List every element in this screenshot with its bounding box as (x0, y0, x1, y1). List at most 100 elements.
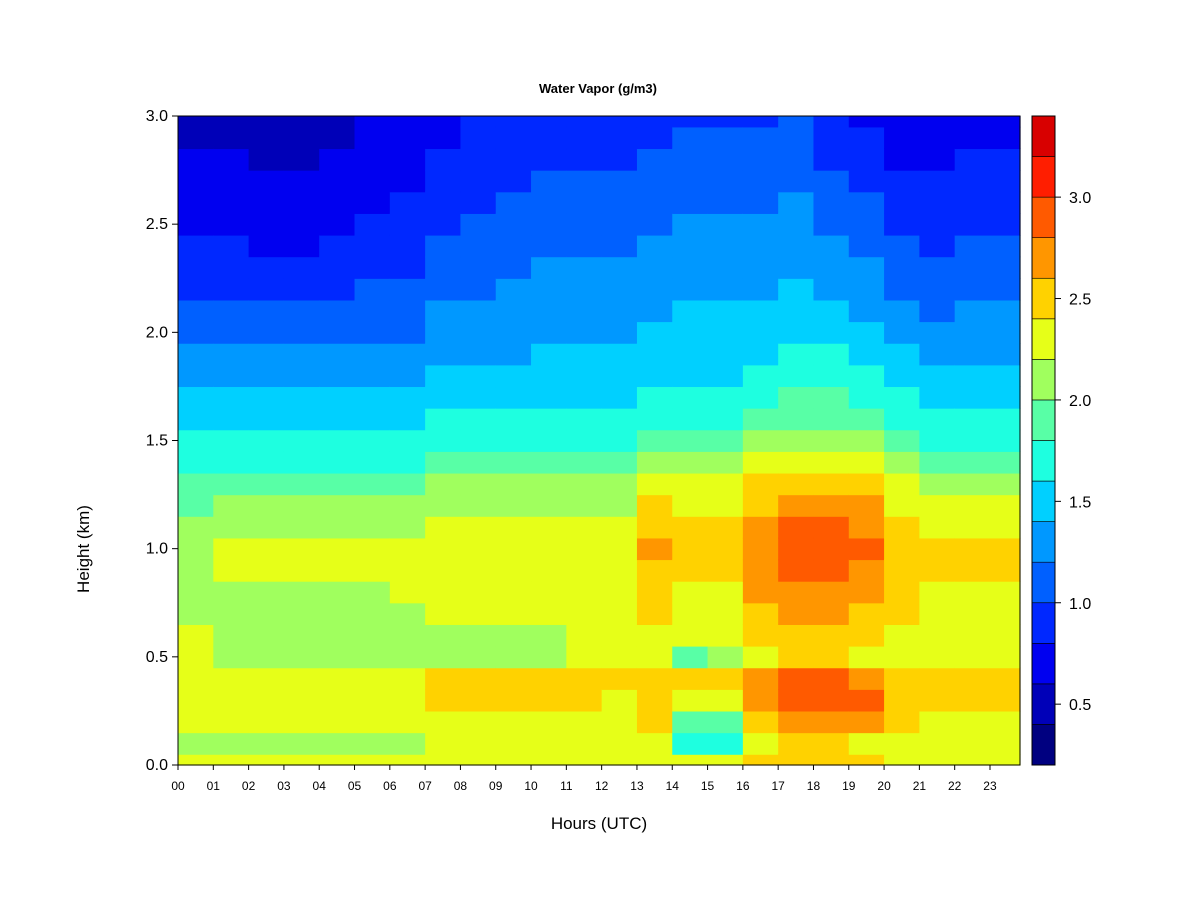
heatmap-cell (778, 126, 815, 150)
heatmap-cell (248, 624, 285, 647)
heatmap-cell (354, 278, 391, 301)
heatmap-cell (919, 408, 956, 431)
heatmap-cell (707, 689, 744, 712)
heatmap-cell (389, 364, 426, 388)
heatmap-cell (778, 116, 815, 128)
heatmap-cell (919, 732, 956, 755)
heatmap-cell (601, 191, 638, 214)
heatmap-cell (954, 126, 991, 150)
heatmap-cell (319, 364, 356, 388)
heatmap-cell (989, 646, 1021, 669)
heatmap-cell (707, 754, 744, 766)
heatmap-cell (248, 689, 285, 712)
heatmap-cell (989, 602, 1021, 625)
heatmap-cell (813, 408, 850, 431)
heatmap-cell (989, 581, 1021, 604)
heatmap-cell (636, 234, 673, 258)
y-axis: 0.0 0.5 1.0 1.5 2.0 2.5 3.0 (146, 108, 178, 774)
heatmap-cell (707, 343, 744, 366)
heatmap-cell (742, 191, 779, 214)
heatmap-cell (601, 256, 638, 279)
heatmap-cell (425, 234, 462, 258)
heatmap-cell (707, 321, 744, 344)
heatmap-cell (178, 624, 214, 647)
heatmap-cell (283, 191, 320, 214)
colorbar-tick-label: 2.5 (1069, 292, 1091, 309)
heatmap-cell (601, 343, 638, 366)
heatmap-cell (460, 732, 497, 755)
heatmap-cell (178, 667, 214, 690)
heatmap-cell (389, 191, 426, 214)
heatmap-cell (354, 581, 391, 604)
heatmap-cell (813, 559, 850, 582)
heatmap-cell (566, 754, 603, 766)
x-tick-label: 19 (842, 779, 856, 793)
heatmap-cell (283, 299, 320, 323)
heatmap-cell (389, 581, 426, 604)
heatmap-cell (636, 321, 673, 344)
heatmap-cell (425, 321, 462, 344)
heatmap-cell (672, 581, 709, 604)
heatmap-cell (460, 602, 497, 625)
heatmap-cell (919, 537, 956, 561)
heatmap-cell (460, 170, 497, 193)
heatmap-cell (354, 602, 391, 625)
heatmap-cell (778, 364, 815, 388)
heatmap-cell (354, 516, 391, 539)
heatmap-cell (354, 256, 391, 279)
heatmap-cell (919, 602, 956, 625)
colorbar-swatch (1031, 602, 1056, 644)
heatmap-cell (672, 116, 709, 128)
heatmap-cell (319, 191, 356, 214)
heatmap-cell (848, 537, 885, 561)
heatmap-cell (672, 256, 709, 279)
heatmap-cell (354, 710, 391, 734)
heatmap-cell (354, 234, 391, 258)
heatmap-cell (742, 732, 779, 755)
heatmap-cell (989, 732, 1021, 755)
heatmap-cell (283, 343, 320, 366)
heatmap-cell (601, 364, 638, 388)
heatmap-cell (283, 710, 320, 734)
heatmap-cell (354, 537, 391, 561)
heatmap-cell (283, 559, 320, 582)
heatmap-cell (848, 299, 885, 323)
heatmap-cell (319, 386, 356, 409)
heatmap-cell (742, 494, 779, 517)
heatmap-cell (707, 116, 744, 128)
heatmap-cell (954, 408, 991, 431)
heatmap-cell (319, 148, 356, 171)
heatmap-cell (178, 256, 214, 279)
heatmap-cell (460, 472, 497, 496)
heatmap-cell (178, 386, 214, 409)
heatmap-cell (989, 451, 1021, 474)
heatmap-cell (954, 732, 991, 755)
heatmap-cell (707, 234, 744, 258)
heatmap-cell (954, 364, 991, 388)
heatmap-cell (778, 494, 815, 517)
heatmap-cell (283, 537, 320, 561)
x-tick-label: 08 (454, 779, 468, 793)
x-tick-label: 10 (524, 779, 538, 793)
heatmap-cell (425, 624, 462, 647)
heatmap-cell (884, 754, 920, 766)
heatmap-cell (919, 754, 956, 766)
heatmap-cell (989, 321, 1021, 344)
heatmap-cell (389, 516, 426, 539)
heatmap-cell (601, 646, 638, 669)
heatmap-cell (319, 732, 356, 755)
heatmap-cell (248, 321, 285, 344)
heatmap-cell (495, 321, 532, 344)
heatmap-cell (460, 667, 497, 690)
heatmap-cell (319, 472, 356, 496)
heatmap-cell (884, 278, 920, 301)
heatmap-cell (531, 451, 567, 474)
heatmap-cell (601, 667, 638, 690)
heatmap-cell (989, 429, 1021, 452)
heatmap-cell (460, 754, 497, 766)
heatmap-cell (213, 581, 250, 604)
heatmap-cell (672, 451, 709, 474)
heatmap-cell (566, 581, 603, 604)
colorbar-swatch (1031, 643, 1056, 685)
heatmap-cell (884, 710, 920, 734)
